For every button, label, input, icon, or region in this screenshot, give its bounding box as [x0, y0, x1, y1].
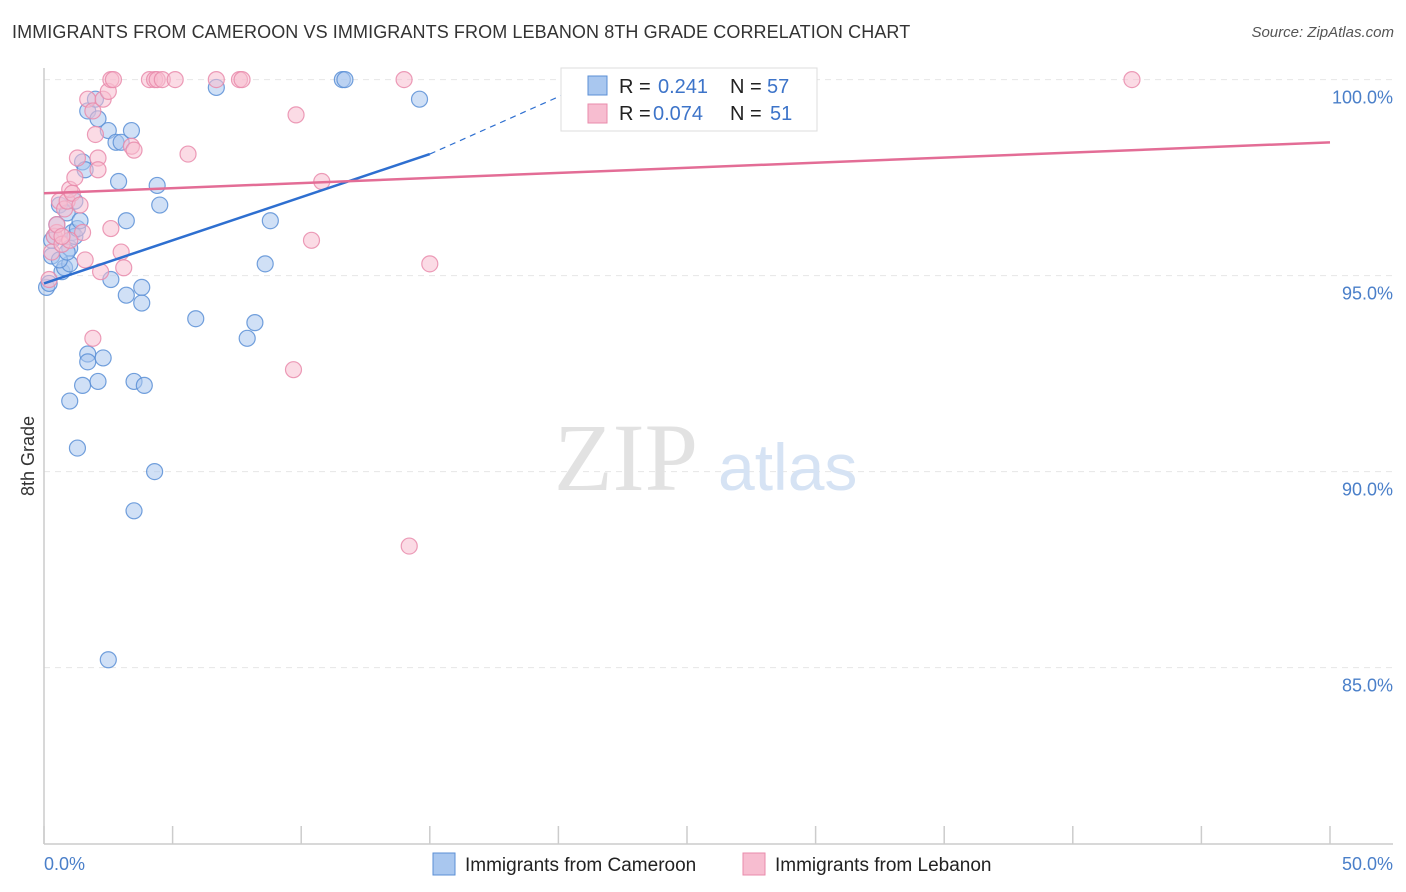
point-lebanon [115, 259, 133, 277]
point-cameroon [410, 90, 429, 108]
y-tick-label: 100.0% [1332, 88, 1393, 108]
point-lebanon [104, 70, 123, 89]
point-lebanon [89, 161, 107, 179]
point-lebanon [125, 141, 143, 159]
point-cameroon [109, 172, 128, 191]
point-cameroon [148, 176, 166, 195]
point-cameroon [94, 349, 112, 367]
point-lebanon [53, 227, 71, 245]
point-cameroon [117, 286, 135, 304]
point-cameroon [133, 278, 151, 296]
point-cameroon [145, 463, 164, 481]
legend-swatch-cameroon [587, 75, 608, 96]
point-lebanon [71, 196, 89, 214]
trend-lines [43, 79, 1331, 285]
point-lebanon [76, 251, 94, 269]
y-tick-labels: 85.0% 90.0% 95.0% 100.0% [1332, 88, 1393, 696]
point-cameroon [89, 372, 107, 391]
point-cameroon [187, 310, 205, 328]
x-tick-label-max: 50.0% [1342, 854, 1393, 874]
watermark-zip: ZIP [554, 404, 698, 511]
point-lebanon [207, 70, 225, 89]
data-points [37, 70, 1141, 669]
point-lebanon [421, 255, 439, 273]
bottom-legend-label-cameroon: Immigrants from Cameroon [465, 855, 696, 876]
trend-line-lebanon [43, 141, 1331, 195]
legend-n-label-cameroon: N = [730, 76, 762, 98]
watermark: ZIP atlas [554, 404, 857, 511]
legend-swatch-lebanon [587, 103, 608, 124]
point-cameroon [133, 294, 151, 312]
chart-title: IMMIGRANTS FROM CAMEROON VS IMMIGRANTS F… [12, 22, 911, 42]
point-lebanon [102, 219, 120, 238]
y-tick-label: 85.0% [1342, 676, 1393, 696]
point-cameroon [256, 255, 274, 273]
point-lebanon [66, 169, 84, 187]
point-cameroon [336, 70, 354, 89]
point-cameroon [135, 376, 153, 394]
legend: R = 0.241 N = 57 R = 0.074 N = 51 [560, 67, 818, 132]
legend-r-value-lebanon: 0.074 [653, 103, 703, 125]
bottom-legend: Immigrants from Cameroon Immigrants from… [432, 852, 992, 876]
point-lebanon [179, 145, 197, 163]
point-lebanon [400, 537, 418, 555]
point-cameroon [68, 439, 87, 457]
point-cameroon [99, 651, 117, 669]
point-cameroon [238, 329, 256, 347]
trend-line-cameroon [43, 152, 431, 285]
point-cameroon [125, 502, 143, 520]
trend-line-cameroon-extension [429, 79, 598, 155]
point-cameroon [79, 353, 97, 371]
legend-r-label-lebanon: R = [619, 103, 651, 125]
point-lebanon [166, 70, 184, 89]
legend-n-label-lebanon: N = [730, 103, 762, 125]
point-lebanon [84, 102, 102, 120]
legend-r-value-cameroon: 0.241 [658, 76, 708, 98]
point-lebanon [287, 106, 305, 124]
point-cameroon [73, 376, 92, 394]
watermark-atlas: atlas [718, 430, 857, 504]
point-lebanon [73, 223, 92, 242]
legend-n-value-lebanon: 51 [770, 103, 792, 125]
y-tick-label: 95.0% [1342, 284, 1393, 304]
point-lebanon [1123, 70, 1141, 89]
chart-source: Source: ZipAtlas.com [1251, 24, 1394, 41]
legend-n-value-cameroon: 57 [767, 76, 789, 98]
x-tick-label-min: 0.0% [44, 854, 85, 874]
point-cameroon [246, 314, 264, 332]
axes [43, 68, 1393, 845]
x-tick-labels: 0.0% 50.0% [44, 854, 1393, 874]
bottom-legend-swatch-cameroon [432, 852, 456, 876]
point-cameroon [61, 392, 79, 410]
point-lebanon [68, 149, 87, 167]
point-lebanon [84, 329, 102, 347]
point-lebanon [233, 70, 251, 89]
point-cameroon [117, 212, 135, 230]
y-tick-label: 90.0% [1342, 480, 1393, 500]
point-lebanon [395, 70, 413, 89]
point-cameroon [122, 121, 141, 140]
bottom-legend-swatch-lebanon [742, 852, 766, 876]
point-lebanon [86, 125, 105, 144]
point-cameroon [151, 196, 169, 214]
grid [44, 79, 1393, 669]
legend-r-label-cameroon: R = [619, 76, 651, 98]
bottom-legend-label-lebanon: Immigrants from Lebanon [775, 855, 992, 876]
point-lebanon [302, 231, 321, 249]
y-axis-label: 8th Grade [18, 416, 38, 496]
point-cameroon [261, 212, 279, 230]
point-lebanon [284, 361, 303, 379]
